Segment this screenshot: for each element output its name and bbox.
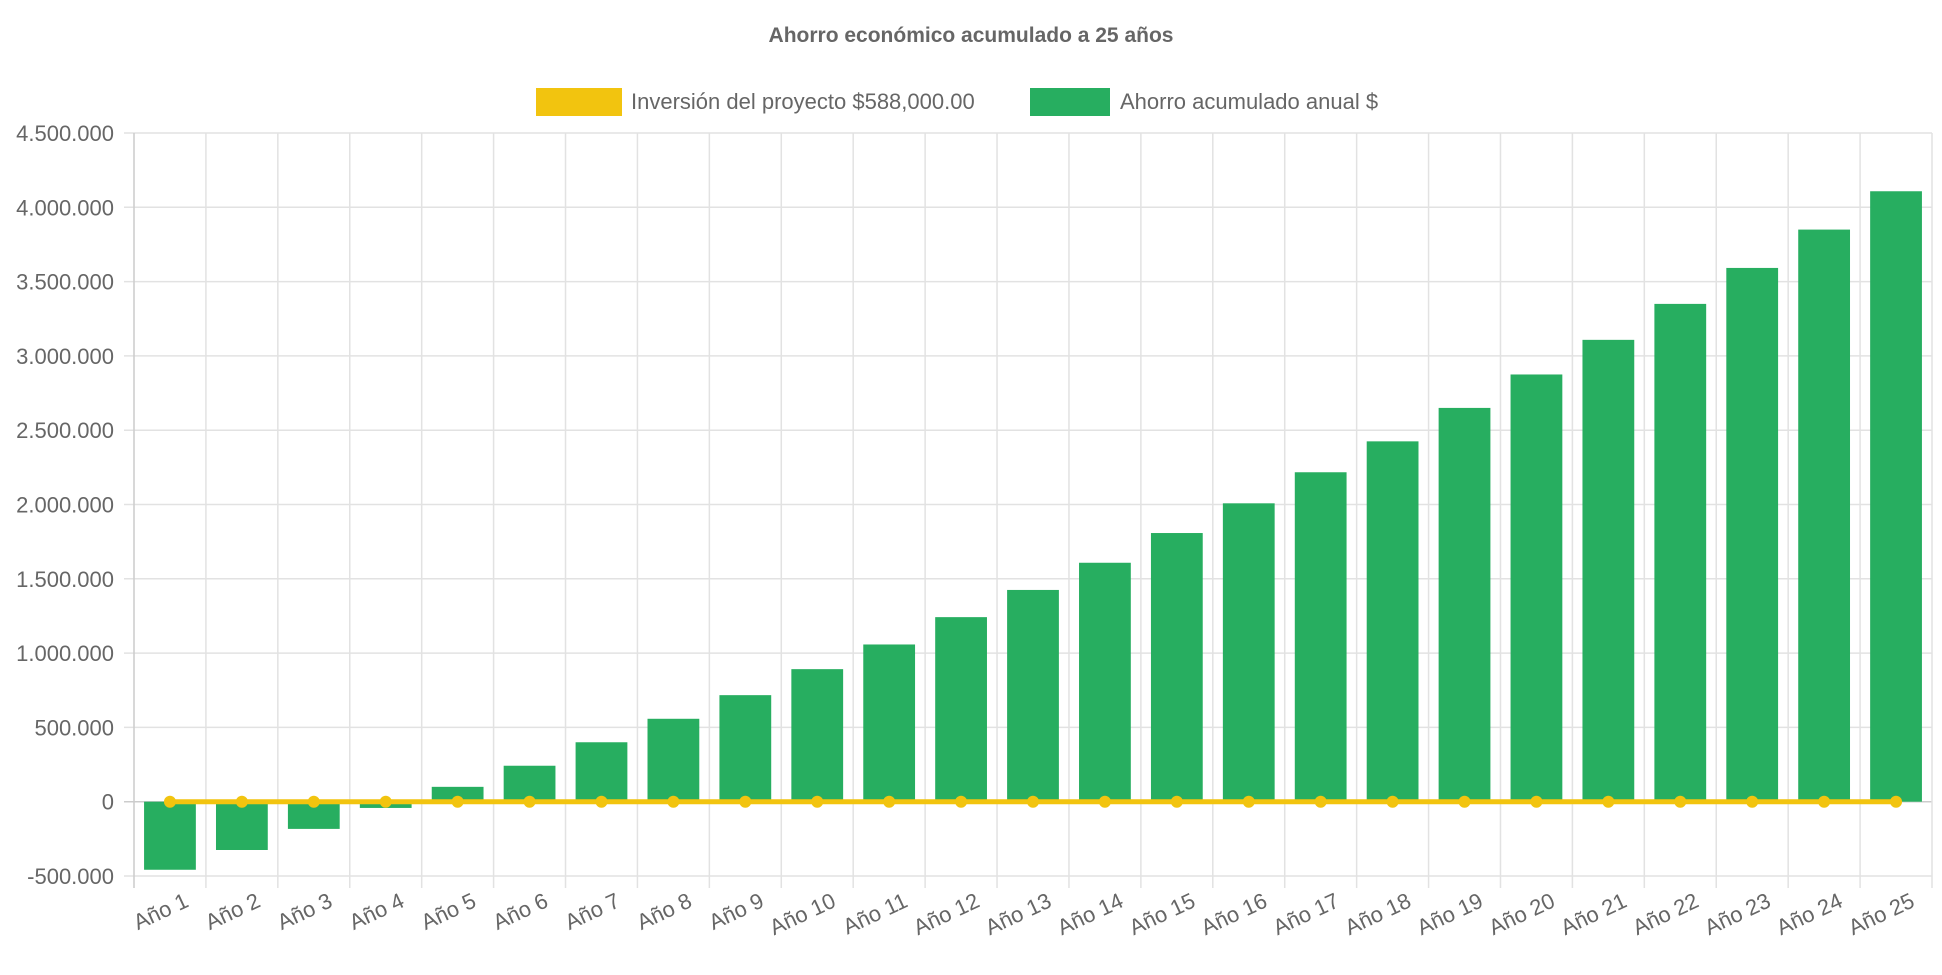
bar-10 — [791, 669, 844, 802]
investment-point-2 — [235, 795, 248, 808]
legend-swatch-investment — [536, 88, 622, 116]
y-tick-label: 500.000 — [34, 715, 114, 740]
x-tick-label: Año 21 — [1557, 888, 1631, 940]
investment-point-21 — [1602, 795, 1615, 808]
x-tick-label: Año 17 — [1269, 888, 1343, 940]
bars — [144, 191, 1922, 870]
investment-point-24 — [1818, 795, 1831, 808]
x-tick-label: Año 11 — [839, 888, 911, 939]
investment-point-19 — [1458, 795, 1471, 808]
investment-point-17 — [1314, 795, 1327, 808]
bar-12 — [935, 617, 987, 802]
investment-point-7 — [595, 795, 608, 808]
x-tick-label: Año 18 — [1341, 888, 1415, 940]
investment-point-14 — [1098, 795, 1111, 808]
investment-point-10 — [811, 795, 824, 808]
bar-21 — [1582, 339, 1635, 802]
x-tick-label: Año 12 — [909, 888, 983, 940]
y-tick-label: 1.000.000 — [16, 641, 114, 666]
investment-point-6 — [523, 795, 536, 808]
investment-point-5 — [451, 795, 464, 808]
y-tick-label: 3.500.000 — [16, 270, 114, 295]
y-axis-ticks: 4.500.000 4.000.000 3.500.000 3.000.000 2.50… — [16, 121, 114, 889]
x-tick-label: Año 20 — [1485, 888, 1559, 940]
legend-label-investment[interactable]: Inversión del proyecto $588,000.00 — [631, 89, 975, 114]
investment-point-15 — [1170, 795, 1183, 808]
bar-5 — [431, 786, 484, 802]
bar-17 — [1294, 472, 1347, 802]
bar-19 — [1438, 407, 1491, 802]
x-tick-label: Año 2 — [201, 888, 264, 935]
legend-swatch-savings — [1030, 88, 1110, 116]
investment-point-22 — [1674, 795, 1687, 808]
y-tick-label: -500.000 — [27, 864, 114, 889]
x-tick-label: Año 3 — [273, 888, 336, 935]
x-tick-label: Año 22 — [1629, 888, 1703, 940]
x-tick-label: Año 4 — [345, 888, 408, 935]
investment-point-11 — [883, 795, 896, 808]
bar-8 — [647, 718, 700, 802]
bar-9 — [719, 695, 772, 802]
x-tick-label: Año 25 — [1844, 888, 1918, 940]
x-tick-label: Año 23 — [1701, 888, 1775, 940]
investment-point-3 — [307, 795, 320, 808]
grid — [124, 132, 1933, 888]
x-tick-label: Año 10 — [766, 888, 840, 940]
bar-18 — [1366, 441, 1419, 802]
bar-24 — [1798, 229, 1851, 802]
bar-11 — [863, 644, 916, 802]
investment-point-9 — [739, 795, 752, 808]
bar-14 — [1079, 562, 1131, 802]
bar-20 — [1510, 374, 1563, 802]
investment-point-1 — [163, 795, 176, 808]
x-axis-ticks: Año 1 Año 2 Año 3 Año 4 Año 5 Año 6 Año 7 Año 8… — [129, 888, 1918, 940]
bar-7 — [575, 742, 628, 802]
investment-point-25 — [1890, 795, 1903, 808]
x-tick-label: Año 9 — [705, 888, 768, 935]
y-tick-label: 3.000.000 — [16, 344, 114, 369]
y-tick-label: 2.500.000 — [16, 418, 114, 443]
y-tick-label: 1.500.000 — [16, 567, 114, 592]
investment-point-8 — [667, 795, 680, 808]
investment-point-18 — [1386, 795, 1399, 808]
investment-point-16 — [1242, 795, 1255, 808]
investment-point-13 — [1027, 795, 1039, 808]
bar-16 — [1222, 503, 1275, 802]
x-tick-label: Año 8 — [633, 888, 696, 935]
x-tick-label: Año 14 — [1053, 888, 1127, 940]
x-tick-label: Año 24 — [1772, 888, 1846, 940]
bar-15 — [1150, 533, 1203, 802]
legend-label-savings[interactable]: Ahorro acumulado anual $ — [1120, 89, 1378, 114]
bar-13 — [1007, 589, 1059, 802]
y-tick-label: 4.000.000 — [16, 195, 114, 220]
bar-23 — [1726, 267, 1779, 802]
x-tick-label: Año 16 — [1197, 888, 1271, 940]
chart-title: Ahorro económico acumulado a 25 años — [769, 24, 1174, 47]
legend[interactable]: Inversión del proyecto $588,000.00 Ahorr… — [536, 88, 1378, 116]
y-tick-label: 0 — [102, 790, 114, 815]
x-tick-label: Año 13 — [981, 888, 1055, 940]
bar-1 — [144, 801, 196, 870]
bar-25 — [1870, 191, 1922, 802]
investment-line — [163, 795, 1903, 808]
investment-point-20 — [1530, 795, 1543, 808]
investment-point-12 — [955, 795, 968, 808]
x-tick-label: Año 5 — [417, 888, 480, 935]
x-tick-label: Año 1 — [129, 888, 192, 935]
x-tick-label: Año 15 — [1125, 888, 1199, 940]
x-tick-label: Año 19 — [1413, 888, 1487, 940]
y-tick-label: 4.500.000 — [16, 121, 114, 146]
x-tick-label: Año 7 — [561, 888, 624, 935]
bar-2 — [215, 801, 268, 850]
investment-point-23 — [1746, 795, 1759, 808]
investment-point-4 — [379, 795, 392, 808]
bar-22 — [1654, 303, 1707, 802]
y-tick-label: 2.000.000 — [16, 493, 114, 518]
x-tick-label: Año 6 — [489, 888, 552, 935]
